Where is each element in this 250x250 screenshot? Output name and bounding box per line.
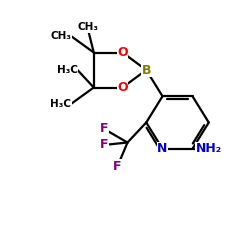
Text: O: O <box>117 46 128 59</box>
Text: H₃C: H₃C <box>50 99 71 109</box>
Text: CH₃: CH₃ <box>50 31 71 41</box>
Text: NH₂: NH₂ <box>196 142 222 155</box>
Text: N: N <box>157 142 168 155</box>
Text: H₃C: H₃C <box>56 65 78 75</box>
Text: F: F <box>100 122 108 135</box>
Text: CH₃: CH₃ <box>77 22 98 32</box>
Text: B: B <box>142 64 151 76</box>
Text: F: F <box>100 138 108 151</box>
Text: F: F <box>113 160 122 173</box>
Text: O: O <box>117 81 128 94</box>
